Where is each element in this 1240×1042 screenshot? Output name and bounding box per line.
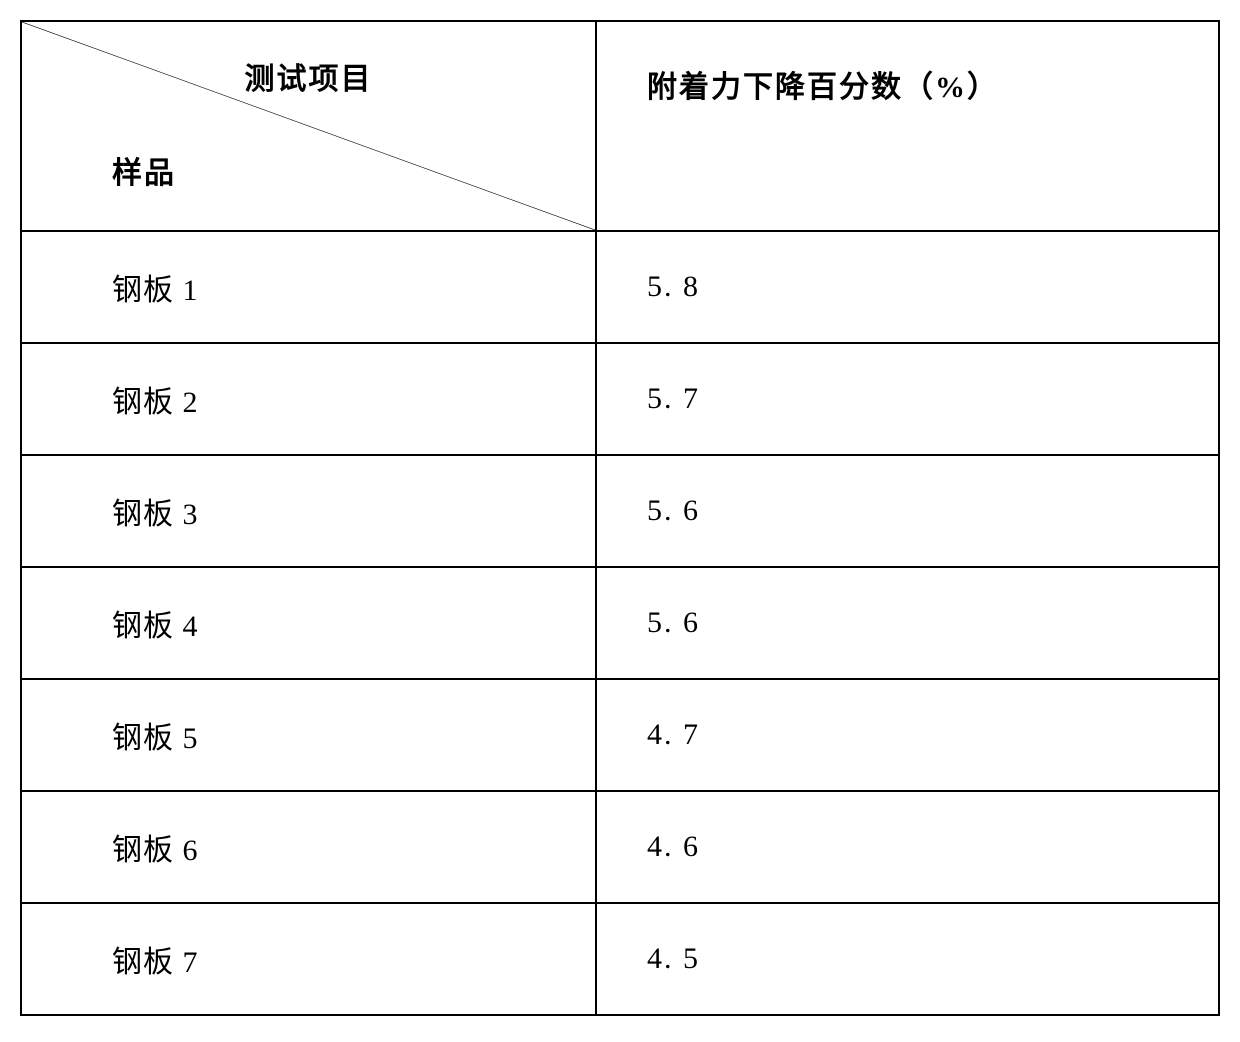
table-row: 钢板 4 5. 6 [21, 567, 1219, 679]
header-diagonal-cell: 测试项目 样品 [21, 21, 596, 231]
sample-cell: 钢板 7 [21, 903, 596, 1015]
table-row: 钢板 5 4. 7 [21, 679, 1219, 791]
sample-cell: 钢板 6 [21, 791, 596, 903]
value-cell: 5. 6 [596, 455, 1219, 567]
sample-cell: 钢板 1 [21, 231, 596, 343]
sample-cell: 钢板 2 [21, 343, 596, 455]
adhesion-table: 测试项目 样品 附着力下降百分数（%） 钢板 1 5. 8 钢板 2 5. 7 … [20, 20, 1220, 1016]
header-bottom-label: 样品 [112, 148, 176, 192]
table-row: 钢板 6 4. 6 [21, 791, 1219, 903]
value-cell: 5. 8 [596, 231, 1219, 343]
value-cell: 5. 6 [596, 567, 1219, 679]
value-cell: 4. 5 [596, 903, 1219, 1015]
adhesion-table-container: 测试项目 样品 附着力下降百分数（%） 钢板 1 5. 8 钢板 2 5. 7 … [20, 20, 1220, 1016]
table-row: 钢板 2 5. 7 [21, 343, 1219, 455]
header-top-label: 测试项目 [245, 54, 373, 98]
value-cell: 4. 7 [596, 679, 1219, 791]
table-row: 钢板 1 5. 8 [21, 231, 1219, 343]
sample-cell: 钢板 5 [21, 679, 596, 791]
sample-cell: 钢板 4 [21, 567, 596, 679]
value-cell: 4. 6 [596, 791, 1219, 903]
table-row: 钢板 3 5. 6 [21, 455, 1219, 567]
table-row: 钢板 7 4. 5 [21, 903, 1219, 1015]
table-header-row: 测试项目 样品 附着力下降百分数（%） [21, 21, 1219, 231]
sample-cell: 钢板 3 [21, 455, 596, 567]
header-value-label: 附着力下降百分数（%） [596, 21, 1219, 231]
value-cell: 5. 7 [596, 343, 1219, 455]
